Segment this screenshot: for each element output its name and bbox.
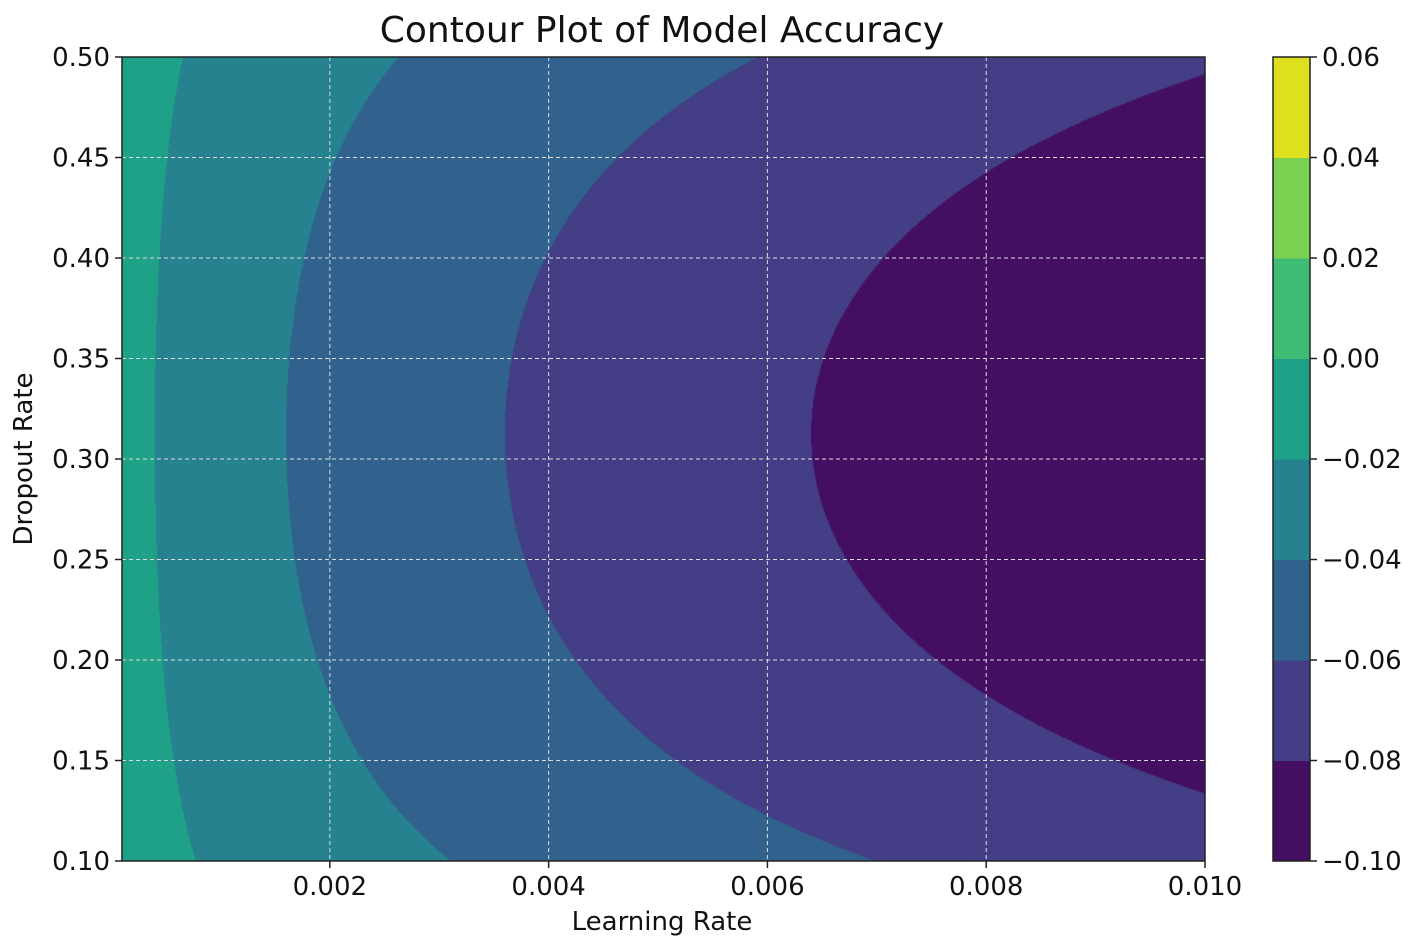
y-tick-label: 0.45 (52, 144, 110, 174)
x-tick-label: 0.008 (949, 872, 1023, 902)
colorbar-band (1273, 660, 1310, 761)
x-tick-label: 0.010 (1168, 872, 1242, 902)
colorbar-band (1273, 559, 1310, 661)
y-tick-label: 0.25 (52, 546, 110, 576)
colorbar-band (1273, 157, 1310, 259)
colorbar-band (1273, 760, 1310, 862)
x-tick-label: 0.004 (511, 872, 585, 902)
y-tick-label: 0.10 (52, 847, 110, 877)
colorbar-tick-label: 0.02 (1322, 244, 1380, 274)
x-axis-label: Learning Rate (572, 907, 753, 937)
colorbar-band (1273, 57, 1310, 158)
colorbar-band (1273, 258, 1310, 359)
y-tick-label: 0.30 (52, 445, 110, 475)
colorbar-tick-label: 0.06 (1322, 43, 1380, 73)
x-tick-label: 0.002 (293, 872, 367, 902)
colorbar-tick-label: 0.00 (1322, 345, 1380, 375)
colorbar (1272, 56, 1311, 862)
colorbar-tick-label: −0.08 (1322, 747, 1402, 777)
y-tick-label: 0.15 (52, 747, 110, 777)
y-tick-label: 0.40 (52, 244, 110, 274)
colorbar-tick-label: −0.06 (1322, 646, 1402, 676)
y-tick-label: 0.35 (52, 345, 110, 375)
y-axis-ticks: 0.10 0.15 0.20 0.25 0.30 0.35 0.40 0.45 0.50 (52, 43, 122, 877)
y-tick-label: 0.50 (52, 43, 110, 73)
colorbar-band (1273, 459, 1310, 560)
colorbar-tick-label: 0.04 (1322, 144, 1380, 174)
x-tick-label: 0.006 (730, 872, 804, 902)
chart-title: Contour Plot of Model Accuracy (380, 10, 945, 51)
colorbar-band (1273, 358, 1310, 460)
y-tick-label: 0.20 (52, 646, 110, 676)
x-axis-ticks: 0.002 0.004 0.006 0.008 0.010 (293, 861, 1242, 902)
colorbar-tick-label: −0.02 (1322, 445, 1402, 475)
colorbar-ticks: −0.10 −0.08 −0.06 −0.04 −0.02 0.00 0.02 0.04 0.0… (1310, 43, 1402, 877)
colorbar-tick-label: −0.04 (1322, 546, 1402, 576)
colorbar-tick-label: −0.10 (1322, 847, 1402, 877)
y-axis-label: Dropout Rate (9, 372, 39, 545)
